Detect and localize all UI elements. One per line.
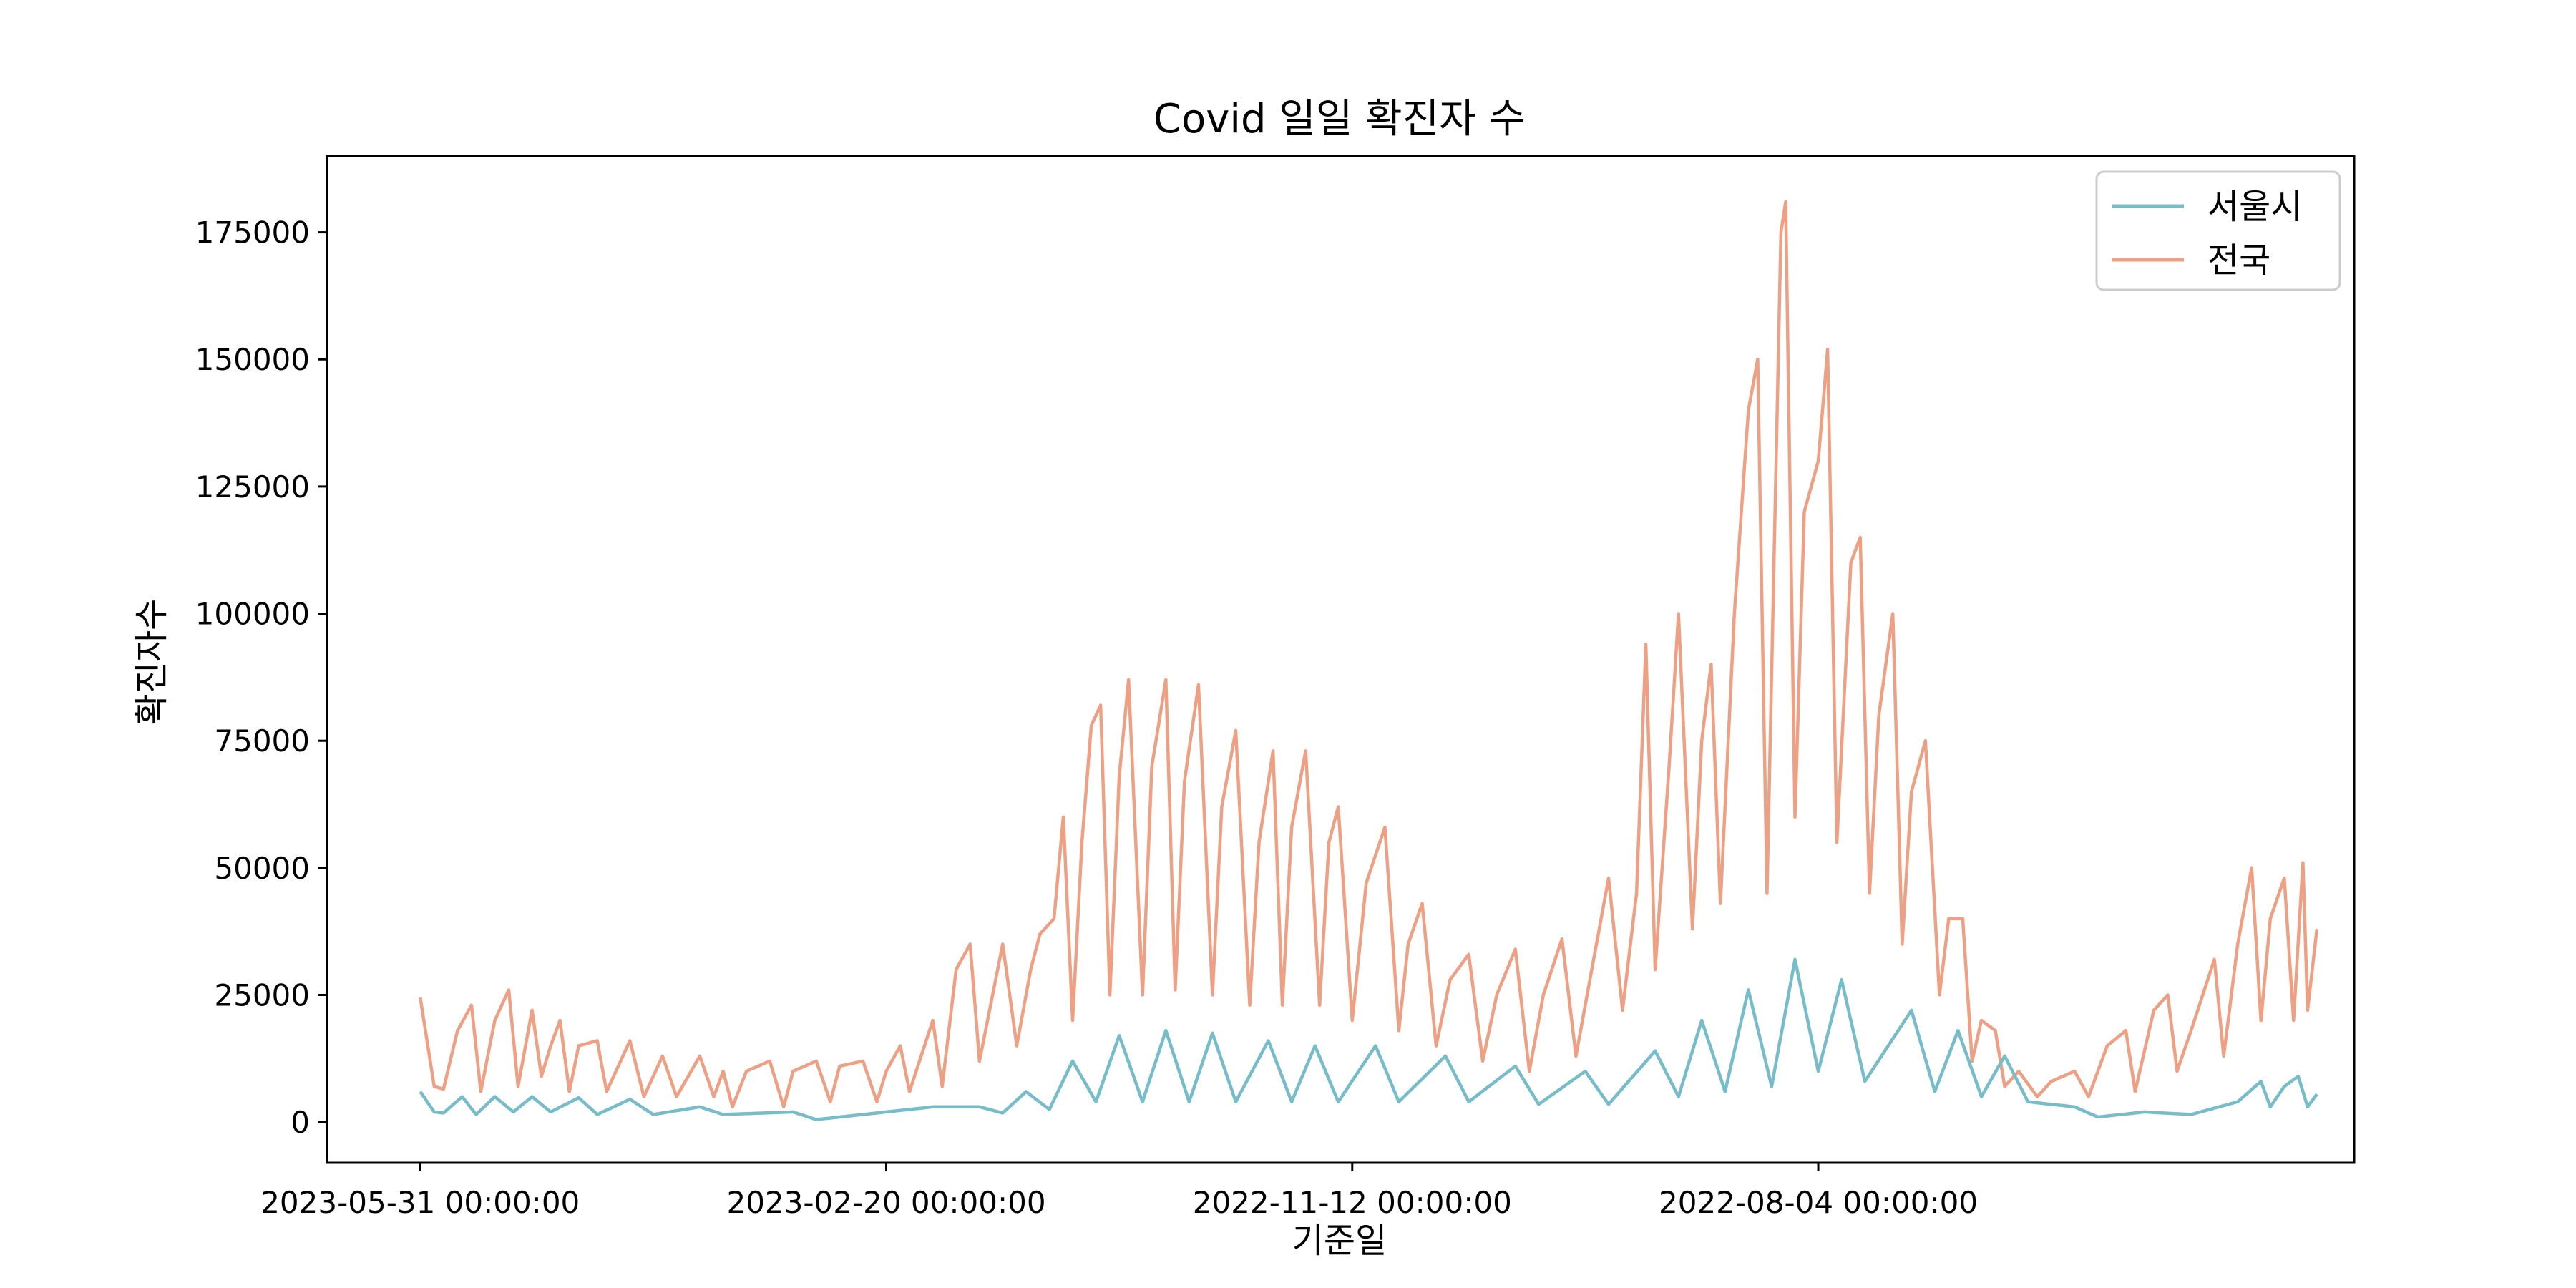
x-tick-label: 2023-05-31 00:00:00 [260,1185,580,1220]
legend-label: 전국 [2207,240,2270,280]
chart-title: Covid 일일 확진자 수 [1153,96,1526,142]
y-axis: 0 25000 50000 75000 100000 125000 150000 175000 [195,215,327,1140]
legend-label: 서울시 [2207,187,2302,227]
y-tick-label: 0 [291,1105,310,1140]
plot-frame [326,155,2356,1164]
x-axis-title: 기준일 [1292,1221,1387,1261]
x-tick-label: 2022-08-04 00:00:00 [1659,1185,1978,1220]
x-axis: 2023-05-31 00:00:00 2023-02-20 00:00:00 20… [260,1163,1978,1220]
y-tick-label: 25000 [214,978,310,1013]
y-tick-label: 100000 [195,597,310,632]
y-axis-title: 확진자수 [132,599,172,726]
x-tick-label: 2023-02-20 00:00:00 [726,1185,1045,1220]
series-line-서울시 [419,957,2318,1121]
y-tick-label: 175000 [195,215,310,250]
x-tick-label: 2022-11-12 00:00:00 [1193,1185,1512,1220]
plot-area [326,155,2356,1164]
y-tick-label: 150000 [195,342,310,377]
y-tick-label: 125000 [195,469,310,504]
y-tick-label: 75000 [214,723,310,758]
y-tick-label: 50000 [214,851,310,886]
series-line-전국 [419,200,2319,1109]
